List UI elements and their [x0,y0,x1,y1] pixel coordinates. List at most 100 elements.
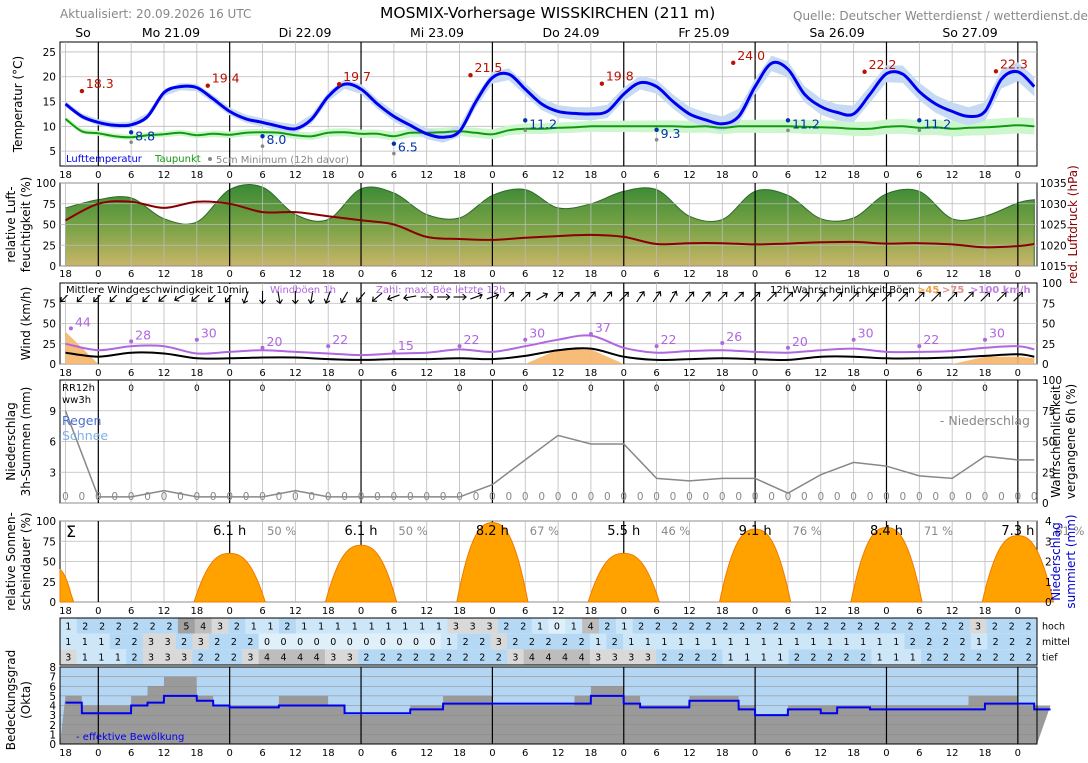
cloud-layer-cell [490,633,508,650]
humidity-ylabel: feuchtigkeit (%) [19,177,33,273]
max-label: 21.5 [475,60,503,75]
sun-y2label: summiert (mm) [1064,514,1078,608]
wind-direction-arrow [980,291,991,302]
sun-y2tick: 1 [1045,577,1052,589]
cloud-layer-value: 2 [823,621,829,632]
cloud-layer-cell [851,618,870,634]
cloud-layer-cell [109,633,127,650]
wind-direction-arrow [669,290,678,303]
cloud-layer-cell [970,649,988,665]
cloud-layer-cell [738,649,756,665]
arrow-head [241,298,249,304]
sun-hour-tick: 18 [716,606,729,617]
wind-direction-arrow [276,290,283,305]
precip-3h-value: 0 [259,491,266,503]
cloud-layer-cell [192,633,210,650]
cloud-layer-cell [548,618,566,634]
precip-3h-value: 0 [505,491,512,503]
wind-direction-arrow [470,292,483,300]
wind-hour-tick: 0 [621,368,627,379]
sun-hour-tick: 12 [814,606,827,617]
cloud-layer-cell [523,649,541,665]
cloud-layer-value: 2 [891,621,897,632]
arrow-head [804,291,810,298]
cloud-layer-value: 2 [993,653,999,664]
cloud-layer-cell [447,618,465,634]
legend-max-gust: Zahl: max. Böe letzte 12h [376,285,506,296]
ground-min-marker [654,137,659,142]
cloud-layer-cell [919,618,937,634]
cloud-layer-cell [507,633,525,650]
wind-direction-arrow [259,291,266,305]
wind-direction-arrow [520,291,531,302]
pressure-ytick: 1025 [1040,220,1067,232]
arrow-head [558,291,564,298]
cloud-layer-cell [358,633,376,650]
cloud-layer-cell [324,633,343,650]
humidity-hour-tick: 6 [653,269,659,280]
cloud-layer-value: 2 [958,621,964,632]
wind-direction-arrow [536,292,549,301]
cloud-layer-value: 2 [790,621,796,632]
cloud-layer-cell [784,618,802,634]
cloud-layer-value: 2 [231,637,237,648]
chart-title: MOSMIX-Vorhersage WISSKIRCHEN (211 m) [380,4,716,22]
sun-ytick: 50 [43,557,56,569]
cloud-layer-value: 0 [330,637,336,648]
humidity-hour-tick: 0 [883,269,889,280]
wind-direction-arrow [750,291,761,302]
cloud-layer-cell [440,649,458,665]
min-label: 9.3 [661,126,681,141]
temp-hour-tick: 18 [322,170,335,181]
pressure-ytick: 1030 [1040,199,1067,211]
arrow-shaft [243,291,249,303]
arrow-shaft [619,292,629,302]
arrow-head [525,291,531,298]
cloud-layer-cell [540,633,558,650]
wind-direction-arrow [734,291,744,302]
precip-3h-value: 0 [571,491,578,503]
gust-value-label: 22 [923,332,939,347]
cloud-layer-value: 2 [380,653,386,664]
sunshine-hours-label: 8.2 h [476,524,509,539]
wind-direction-arrow [291,291,299,305]
sun-hour-tick: 12 [683,606,696,617]
cloud-layer-cell [589,633,607,650]
cloud-layer-cell [935,618,954,634]
arrow-head [386,294,393,302]
cloud-ytick: 3 [49,710,56,722]
cloud-layer-cell [142,633,160,650]
gust-value-label: 20 [267,334,283,349]
arrow-head [952,291,958,298]
cloud-layer-value: 1 [661,637,667,648]
sun-ytick: 100 [36,516,56,528]
gust-marker [194,337,199,342]
cloud-layer-cell [380,618,398,634]
cloud-layer-cell [523,633,541,650]
temp-ylabel: Temperatur (°C) [11,56,25,153]
cloud-ylabel: (Okta) [19,681,33,719]
cloud-layer-cell [457,649,475,665]
cloud-layer-cell [278,618,297,634]
cloud-layer-value: 2 [430,653,436,664]
min-label: 11.2 [529,116,557,131]
cloud-layer-value: 2 [840,621,846,632]
arrow-head [445,293,451,301]
precip-3h-value: 0 [588,491,595,503]
cloud-layer-cell [1003,618,1021,634]
cloud-hour-tick: 6 [391,748,397,759]
cloud-layer-value: 3 [645,653,651,664]
arrow-shaft [504,292,514,302]
wind-direction-arrow [1013,291,1024,302]
temp-hour-tick: 6 [916,170,922,181]
cloud-layer-value: 1 [893,653,899,664]
arrow-head [671,290,678,297]
wind-y2tick: 50 [1042,319,1055,331]
cloud-hour-tick: 6 [653,748,659,759]
wind-hour-tick: 12 [289,368,302,379]
arrow-shaft [685,292,694,302]
cloud-layer-value: 2 [396,653,402,664]
humidity-ytick: 25 [43,240,56,252]
arrow-head [705,291,711,297]
wind-direction-arrow [356,292,366,303]
